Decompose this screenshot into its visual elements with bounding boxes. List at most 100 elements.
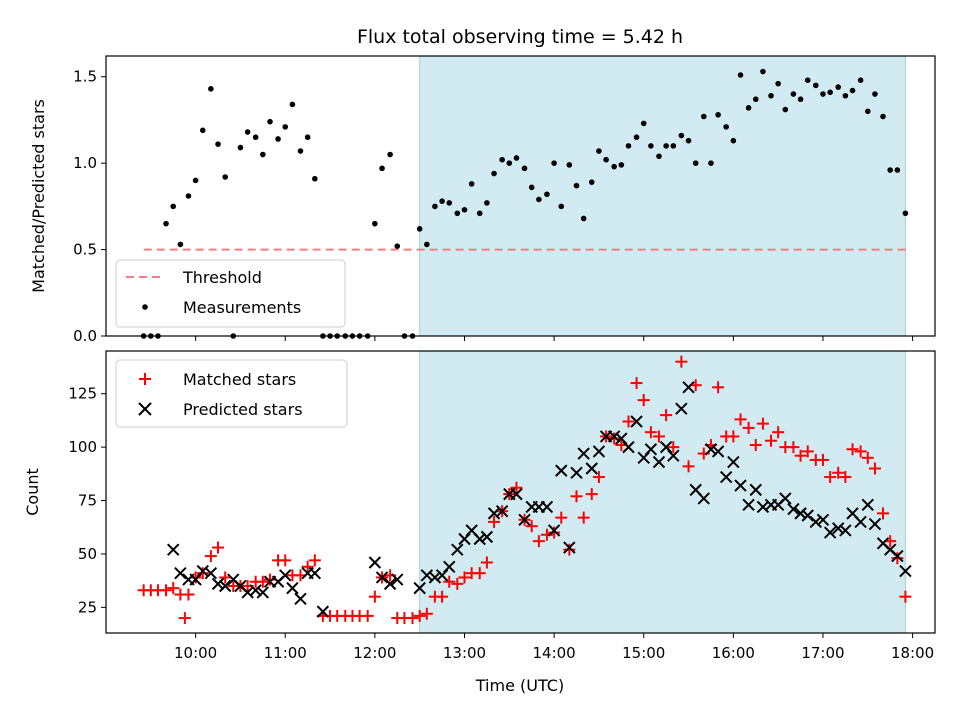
predicted-star-point [204,566,218,580]
top-y-ticks: 0.0 0.5 1.0 1.5 [73,68,106,345]
predicted-star-point [383,577,397,591]
legend-measurements-swatch [142,304,148,310]
measurement-point [416,226,423,232]
measurement-point [596,148,602,154]
measurement-point [297,148,304,154]
matched-star-point [899,590,912,603]
matched-star-point [877,507,890,520]
measurement-point [797,96,804,103]
matched-star-point [787,441,800,454]
measurement-point [775,80,781,87]
predicted-star-point [286,581,299,595]
measurement-point [163,220,169,227]
bottom-axes-frame [105,350,936,634]
matched-star-point [682,460,695,473]
predicted-star-point [816,513,830,526]
measurement-point [536,196,542,203]
measurement-point [506,160,513,166]
measurement-point [804,77,811,83]
measurement-point [177,241,184,248]
measurement-point [842,92,849,99]
measurement-point [192,177,199,184]
matched-star-point [413,609,426,622]
matched-star-point [675,355,688,368]
matched-star-point [742,421,755,434]
predicted-star-point [316,605,330,618]
measurement-point [387,151,393,158]
matched-star-point [839,471,852,484]
measurement-point [603,156,609,163]
predicted-star-point [779,492,792,505]
measurement-point [558,203,565,210]
top-legend-box [115,259,346,328]
predicted-star-point [495,505,509,518]
top-y-axis-label: Matched/Predicted stars [29,99,48,293]
predicted-star-point [167,543,180,556]
matched-star-point [488,515,501,528]
predicted-star-point [839,524,852,537]
predicted-star-point [809,515,823,529]
predicted-star-point [861,498,874,512]
x-tick-label: 10:00 [174,644,217,662]
measurement-point [468,181,475,187]
measurement-point [289,101,296,108]
measurement-point [491,170,497,177]
measurement-point [215,141,221,147]
chart-title: Flux total observing time = 5.42 h [357,26,683,48]
predicted-star-point [294,592,307,606]
matched-star-point [727,430,740,443]
measurement-point [849,87,856,94]
predicted-star-point [174,566,187,580]
legend-predicted-label: Predicted stars [183,400,303,419]
matched-star-point [308,554,321,567]
y-tick-label: 1.0 [73,154,97,172]
predicted-star-point [308,566,322,580]
measurement-point [894,167,901,173]
predicted-star-point [868,517,882,531]
predicted-star-point [719,470,733,484]
y-tick-label: 125 [68,385,97,403]
measurement-point [760,68,766,75]
predicted-star-point [711,445,725,458]
x-axis-label: Time (UTC) [475,676,564,695]
measurement-point [424,241,430,248]
measurement-point [700,113,707,120]
predicted-star-point [218,579,232,593]
matched-star-point [712,381,725,394]
bottom-panel: 25 50 75 100 125 10:00 11:00 12:00 13:00 14:00 15… [23,350,936,695]
measurement-point [237,144,244,151]
matched-star-point [764,434,777,447]
matched-star-point [160,584,173,597]
measurement-point [820,91,826,97]
measurement-point [692,160,699,166]
predicted-star-point [749,483,762,497]
measurement-point [880,113,886,120]
matched-star-point [167,582,180,595]
x-tick-label: 16:00 [712,644,755,662]
measurement-point [737,72,744,78]
matched-star-point [794,449,807,462]
matched-star-point [563,543,576,556]
x-tick-label: 18:00 [891,644,934,662]
measurement-point [827,89,833,96]
predicted-star-point [727,455,740,469]
measurement-point [267,118,273,125]
predicted-star-point [667,449,680,462]
y-tick-label: 0.5 [73,241,97,259]
matched-star-point [196,567,209,580]
top-x-ticks [195,336,914,341]
measurement-point [282,124,289,130]
matched-star-point [644,426,657,439]
predicted-star-point [555,464,568,477]
matched-star-point [756,417,769,430]
matched-star-point [510,481,523,494]
top-observing-window [419,55,906,337]
x-tick-label: 17:00 [801,644,844,662]
measurement-point [461,207,468,213]
measurement-point [185,193,192,199]
predicted-star-point [577,447,590,460]
matched-star-point [846,443,859,456]
matched-star-point [548,526,561,539]
x-tick-label: 11:00 [264,644,307,662]
matched-star-point [832,466,845,479]
